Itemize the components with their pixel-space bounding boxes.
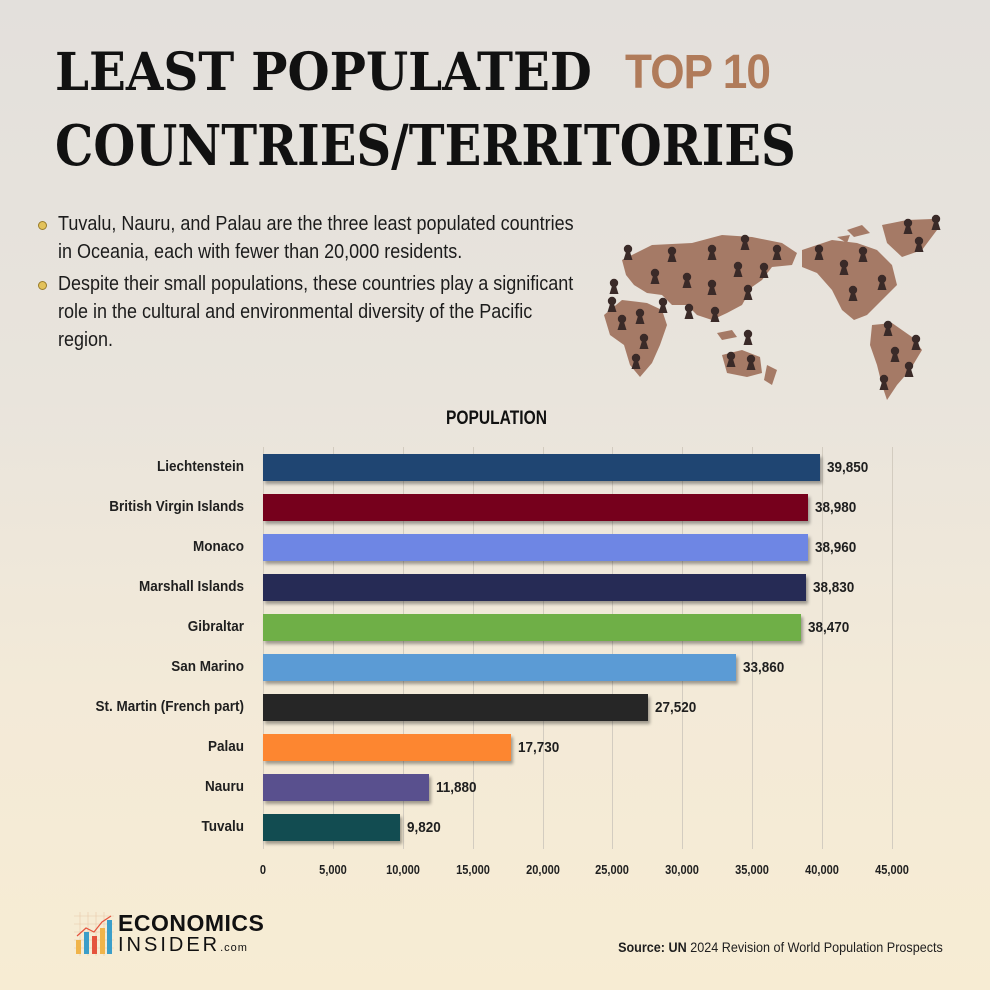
x-axis-tick-label: 5,000 bbox=[319, 862, 347, 877]
bar-value-label: 11,880 bbox=[436, 779, 477, 796]
x-axis-tick-label: 15,000 bbox=[455, 862, 490, 877]
bar bbox=[263, 534, 808, 561]
grid-line bbox=[472, 447, 474, 849]
logo-text-economics: ECONOMICS bbox=[118, 910, 265, 936]
bar bbox=[263, 814, 401, 841]
x-axis-tick-label: 10,000 bbox=[385, 862, 420, 877]
source-text: 2024 Revision of World Population Prospe… bbox=[690, 939, 943, 955]
page-title-line-2: COUNTRIES/TERRITORIES bbox=[55, 113, 796, 179]
category-label: Tuvalu bbox=[201, 818, 244, 835]
source-label: Source: bbox=[618, 939, 666, 955]
bar-value-label: 38,980 bbox=[814, 499, 857, 516]
x-axis-tick-label: 30,000 bbox=[665, 862, 700, 877]
x-axis-tick-label: 20,000 bbox=[525, 862, 560, 877]
bar bbox=[263, 694, 648, 721]
bar-value-label: 39,850 bbox=[827, 459, 869, 476]
key-fact-item: Tuvalu, Nauru, and Palau are the three l… bbox=[36, 210, 606, 266]
bar-value-label: 33,860 bbox=[743, 659, 785, 676]
x-axis-tick-label: 0 bbox=[259, 862, 267, 877]
bullet-dot-icon bbox=[38, 281, 47, 290]
bar bbox=[263, 574, 806, 601]
x-axis-tick-label: 45,000 bbox=[875, 862, 909, 877]
bar-value-label: 27,520 bbox=[654, 699, 696, 716]
bar-value-label: 9,820 bbox=[407, 819, 442, 836]
bar bbox=[263, 654, 737, 681]
grid-line bbox=[402, 447, 404, 849]
economics-insider-logo: ECONOMICS INSIDER.com bbox=[74, 910, 314, 958]
grid-line bbox=[612, 447, 614, 849]
x-axis-tick-label: 25,000 bbox=[595, 862, 630, 877]
grid-line bbox=[752, 447, 754, 849]
grid-line bbox=[682, 447, 684, 849]
key-facts-list: Tuvalu, Nauru, and Palau are the three l… bbox=[36, 210, 606, 358]
chart-title: POPULATION bbox=[446, 408, 547, 429]
category-label: British Virgin Islands bbox=[109, 498, 245, 515]
category-label: St. Martin (French part) bbox=[95, 698, 244, 715]
bar bbox=[263, 494, 808, 521]
category-label: Marshall Islands bbox=[138, 578, 244, 595]
grid-line bbox=[822, 447, 824, 849]
bullet-dot-icon bbox=[38, 221, 47, 230]
category-label: Liechtenstein bbox=[156, 458, 244, 475]
bar bbox=[263, 734, 511, 761]
logo-text-insider-word: INSIDER bbox=[118, 934, 221, 956]
bar-value-label: 38,830 bbox=[812, 579, 855, 596]
grid-line bbox=[892, 447, 893, 849]
grid-line bbox=[332, 447, 334, 849]
top-10-badge: TOP 10 bbox=[625, 46, 771, 99]
category-label: Gibraltar bbox=[187, 618, 244, 635]
bar-value-label: 17,730 bbox=[517, 739, 560, 756]
bar bbox=[263, 614, 801, 641]
key-fact-text: Tuvalu, Nauru, and Palau are the three l… bbox=[58, 213, 574, 263]
grid-line bbox=[263, 447, 264, 849]
bar bbox=[263, 774, 430, 801]
bar-value-label: 38,960 bbox=[814, 539, 856, 556]
category-label: Palau bbox=[207, 738, 244, 755]
logo-domain-suffix: .com bbox=[220, 942, 248, 954]
category-label: San Marino bbox=[171, 658, 244, 675]
bar bbox=[263, 454, 820, 481]
logo-text-insider: INSIDER.com bbox=[118, 934, 248, 957]
source-citation: Source: UN 2024 Revision of World Popula… bbox=[618, 939, 943, 955]
page-title-line-1: LEAST POPULATED bbox=[55, 42, 592, 103]
x-axis-tick-label: 35,000 bbox=[735, 862, 770, 877]
bar-value-label: 38,470 bbox=[807, 619, 850, 636]
category-label: Nauru bbox=[204, 778, 244, 795]
key-fact-item: Despite their small populations, these c… bbox=[36, 270, 606, 354]
category-label: Monaco bbox=[192, 538, 244, 555]
world-map-population-icon bbox=[604, 214, 941, 400]
x-axis-tick-label: 40,000 bbox=[805, 862, 840, 877]
source-org: UN bbox=[668, 939, 687, 955]
key-fact-text: Despite their small populations, these c… bbox=[58, 273, 574, 351]
chart-logo-icon bbox=[74, 912, 114, 956]
grid-line bbox=[542, 447, 544, 849]
